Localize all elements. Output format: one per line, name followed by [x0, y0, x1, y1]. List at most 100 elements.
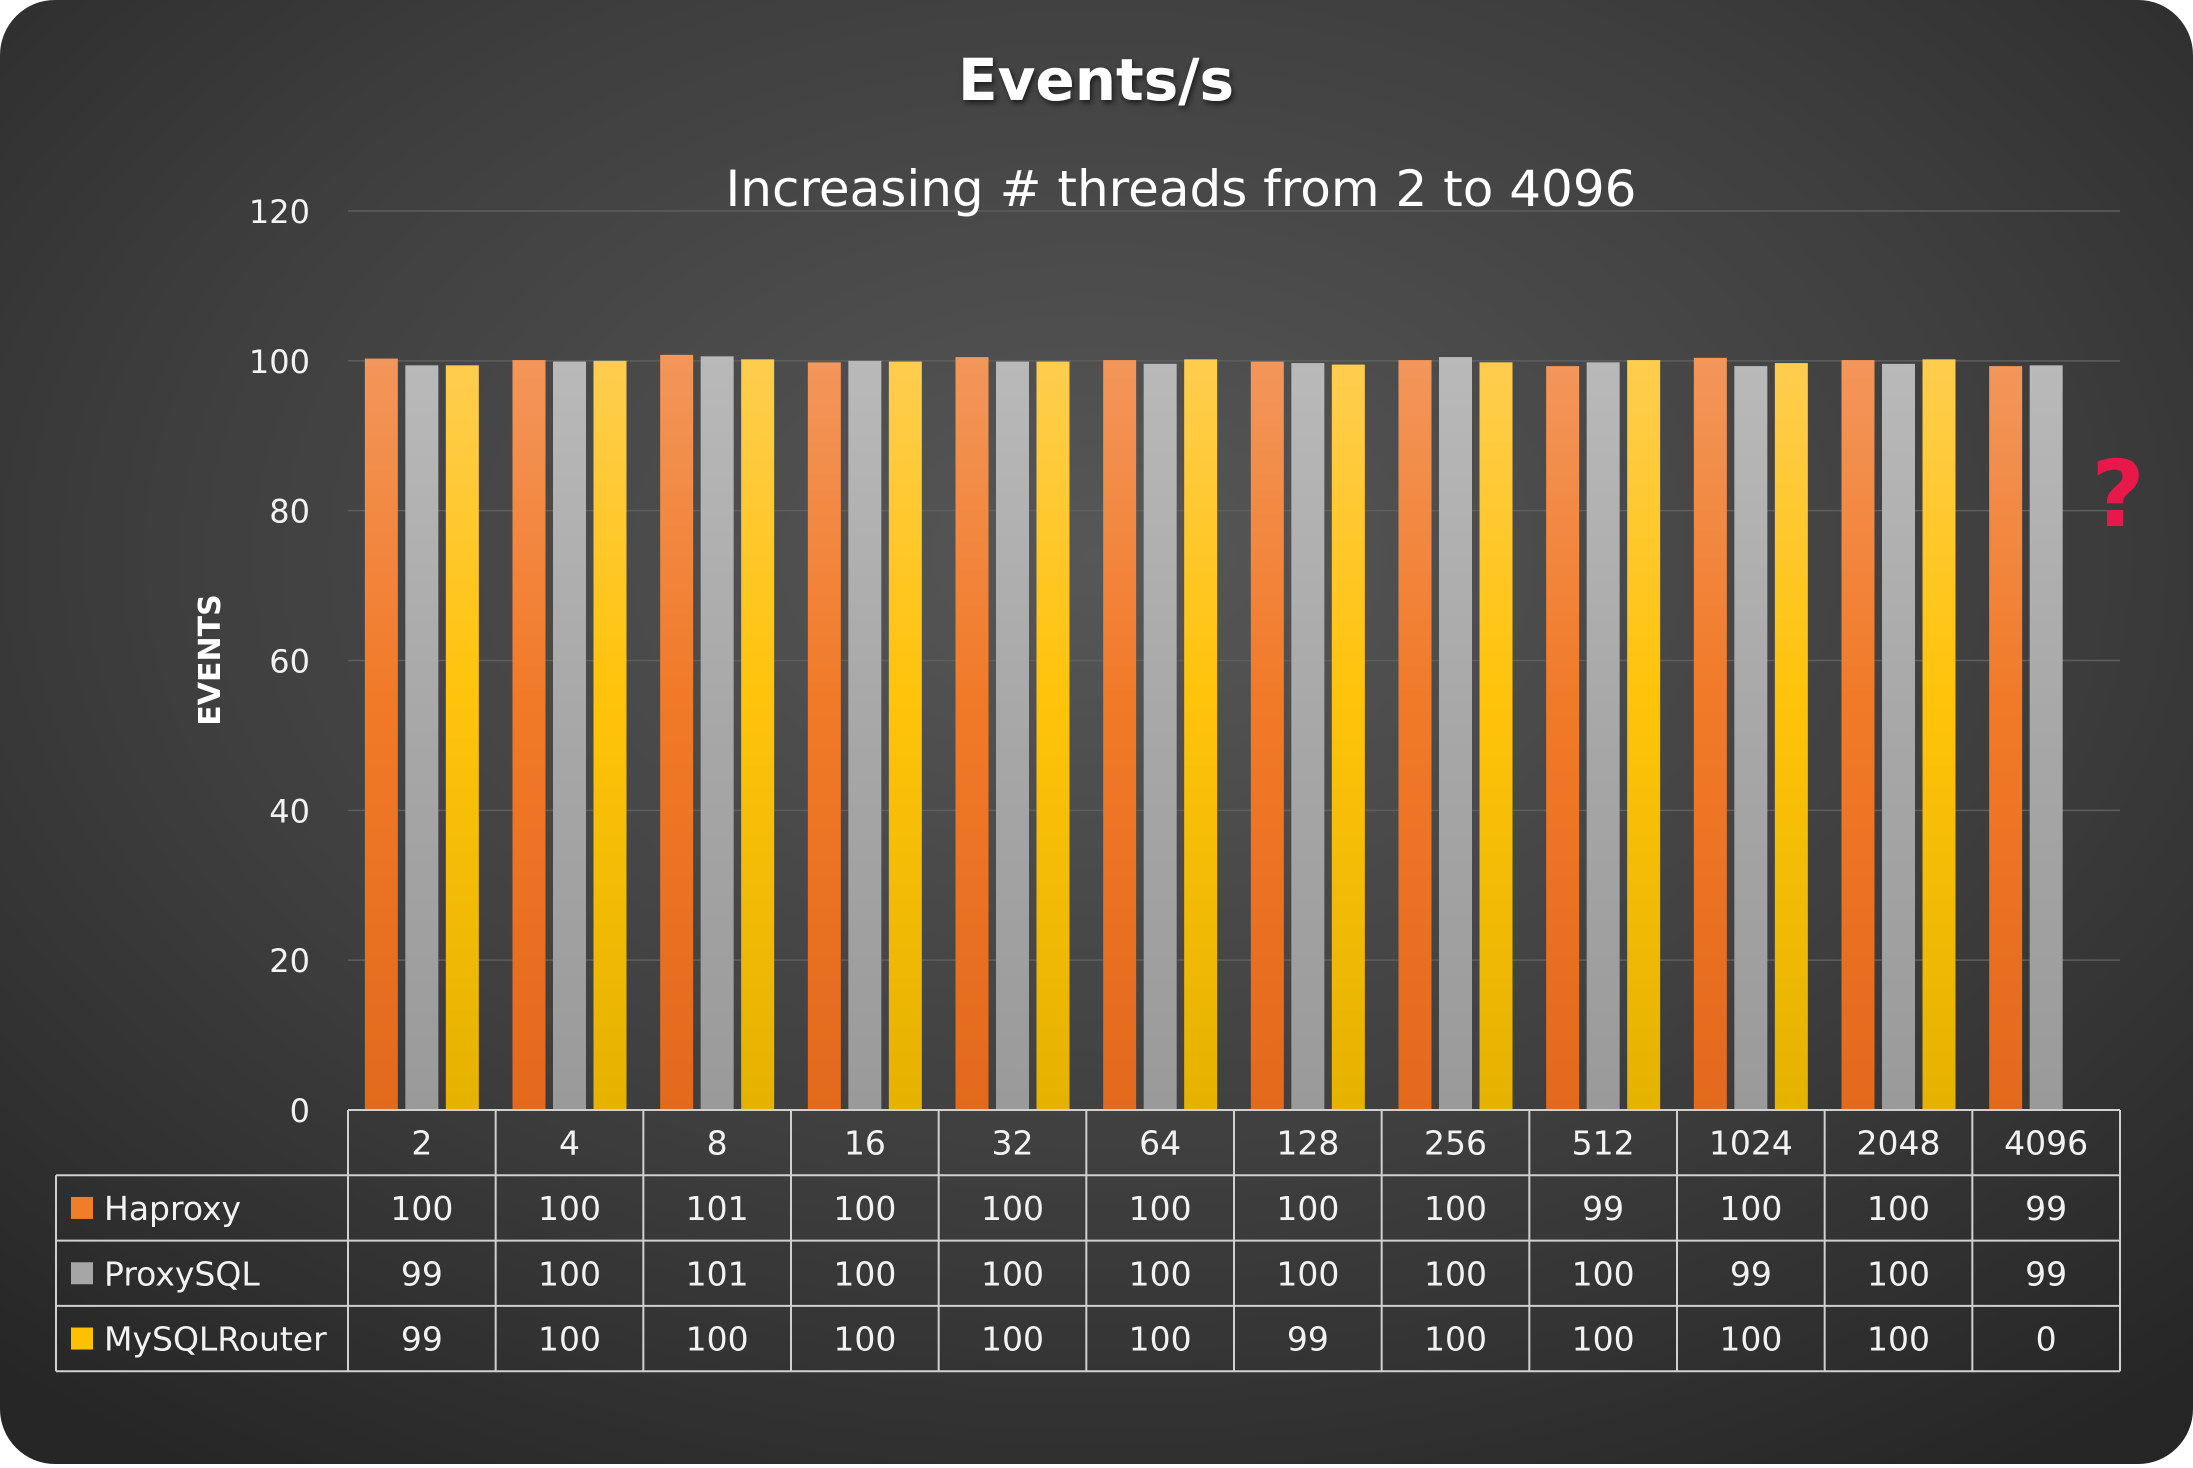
- data-label: 100: [1719, 1320, 1782, 1359]
- data-label: 99: [2025, 1189, 2067, 1228]
- data-label: 100: [1276, 1254, 1339, 1293]
- data-label: 100: [1129, 1189, 1192, 1228]
- data-label: 100: [833, 1320, 896, 1359]
- bar-haproxy: [807, 362, 841, 1110]
- bar-haproxy: [660, 354, 694, 1111]
- bar-mysqlrouter: [593, 360, 627, 1110]
- data-label: 100: [538, 1189, 601, 1228]
- data-label: 100: [1129, 1254, 1192, 1293]
- data-label: 100: [981, 1320, 1044, 1359]
- y-tick-label: 80: [269, 493, 310, 531]
- bars: [364, 354, 2063, 1111]
- bar-haproxy: [955, 357, 989, 1110]
- bar-proxysql: [996, 361, 1029, 1110]
- bar-haproxy: [1250, 361, 1284, 1110]
- x-category-label: 512: [1572, 1124, 1635, 1163]
- bar-proxysql: [848, 360, 882, 1110]
- bar-haproxy: [364, 358, 398, 1111]
- bar-proxysql: [1291, 363, 1325, 1111]
- x-category-label: 16: [844, 1124, 886, 1163]
- data-label: 100: [1867, 1254, 1930, 1293]
- data-label: 100: [1276, 1189, 1339, 1228]
- legend-swatch-haproxy: [71, 1196, 93, 1219]
- data-label: 100: [981, 1189, 1044, 1228]
- bar-proxysql: [700, 356, 734, 1110]
- bar-mysqlrouter: [1774, 363, 1808, 1111]
- legend-label: MySQLRouter: [104, 1320, 327, 1359]
- x-category-label: 32: [992, 1124, 1034, 1163]
- data-label: 99: [401, 1254, 443, 1293]
- data-label: 100: [833, 1254, 896, 1293]
- x-category-label: 2: [411, 1124, 432, 1163]
- y-tick-label: 120: [249, 193, 310, 231]
- data-label: 100: [1572, 1254, 1635, 1293]
- y-axis-label: EVENTS: [193, 594, 228, 725]
- legend-label: ProxySQL: [104, 1254, 260, 1293]
- data-label: 100: [1424, 1189, 1487, 1228]
- x-category-label: 8: [707, 1124, 728, 1163]
- data-label: 101: [686, 1189, 749, 1228]
- bar-mysqlrouter: [1922, 359, 1956, 1111]
- chart-title: Events/s: [958, 46, 1234, 114]
- bar-haproxy: [512, 360, 546, 1110]
- legend-swatch-mysqlrouter: [71, 1327, 93, 1350]
- data-label: 100: [833, 1189, 896, 1228]
- y-axis-ticks: 0 20 40 60 80 100 120: [249, 193, 310, 1130]
- bar-haproxy: [1989, 366, 2023, 1110]
- bar-proxysql: [553, 361, 586, 1110]
- bar-mysqlrouter: [1627, 360, 1661, 1110]
- bar-proxysql: [1439, 357, 1472, 1110]
- data-label: 100: [1719, 1189, 1782, 1228]
- bar-proxysql: [1882, 363, 1915, 1111]
- data-label: 100: [390, 1189, 453, 1228]
- bar-proxysql: [1143, 363, 1177, 1111]
- question-mark-annotation: ?: [2091, 441, 2144, 548]
- bar-haproxy: [1546, 366, 1580, 1110]
- legend-label: Haproxy: [104, 1189, 241, 1228]
- data-label: 99: [401, 1320, 443, 1359]
- chart-subtitle: Increasing # threads from 2 to 4096: [726, 160, 1637, 218]
- data-label: 99: [2025, 1254, 2067, 1293]
- bar-mysqlrouter: [888, 361, 922, 1110]
- bar-proxysql: [1586, 362, 1620, 1110]
- bar-mysqlrouter: [1479, 362, 1513, 1110]
- y-tick-label: 20: [269, 942, 310, 980]
- data-label: 0: [2036, 1320, 2057, 1359]
- x-category-label: 64: [1139, 1124, 1181, 1163]
- data-label: 100: [1867, 1189, 1930, 1228]
- data-label: 100: [1867, 1320, 1930, 1359]
- data-label: 99: [1287, 1320, 1329, 1359]
- y-tick-label: 60: [269, 643, 310, 681]
- data-label: 99: [1730, 1254, 1772, 1293]
- y-tick-label: 40: [269, 792, 310, 830]
- data-label: 100: [686, 1320, 749, 1359]
- bar-mysqlrouter: [1184, 359, 1218, 1111]
- bar-mysqlrouter: [741, 359, 775, 1111]
- bar-proxysql: [2029, 365, 2063, 1110]
- bar-haproxy: [1841, 360, 1875, 1110]
- data-table: 2 4 8 16 32 64 128 256 512 1024 2048 4096 Haproxy 100…: [55, 1109, 2121, 1373]
- x-category-label: 1024: [1709, 1124, 1793, 1163]
- data-label: 100: [1129, 1320, 1192, 1359]
- bar-proxysql: [405, 365, 439, 1110]
- bar-haproxy: [1103, 360, 1137, 1110]
- data-label: 100: [1424, 1320, 1487, 1359]
- y-tick-label: 0: [290, 1092, 310, 1130]
- y-tick-label: 100: [249, 343, 310, 381]
- x-category-label: 2048: [1857, 1124, 1941, 1163]
- data-label: 100: [538, 1254, 601, 1293]
- data-label: 100: [1572, 1320, 1635, 1359]
- bar-mysqlrouter: [1331, 364, 1365, 1110]
- data-label: 100: [1424, 1254, 1487, 1293]
- x-category-label: 4: [559, 1124, 580, 1163]
- bar-mysqlrouter: [445, 365, 479, 1110]
- bar-mysqlrouter: [1036, 361, 1070, 1110]
- legend-swatch-proxysql: [71, 1262, 93, 1285]
- data-label: 99: [1582, 1189, 1624, 1228]
- x-category-label: 128: [1276, 1124, 1339, 1163]
- data-label: 100: [981, 1254, 1044, 1293]
- gridlines: [348, 210, 2120, 961]
- data-label: 100: [538, 1320, 601, 1359]
